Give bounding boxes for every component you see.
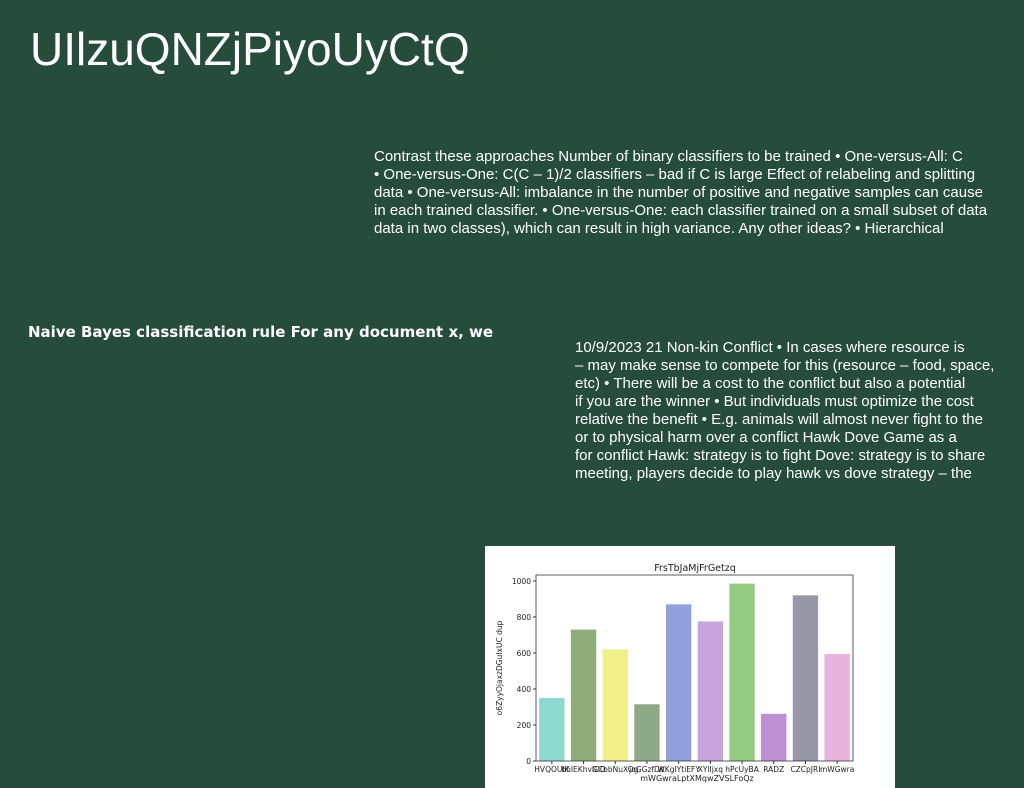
plot-frame: [535, 574, 854, 762]
y-tick-label: 0: [526, 757, 531, 766]
text-line: for conflict Hawk: strategy is to fight …: [575, 447, 986, 464]
x-tick-label: hPcUyBA: [725, 765, 759, 774]
text-line: or to physical harm over a conflict Hawk…: [575, 429, 957, 446]
x-tick-label: mWGwra: [820, 765, 854, 774]
x-tick-label: joGGzfDK: [628, 765, 666, 774]
text-line: etc) • There will be a cost to the confl…: [575, 375, 966, 392]
text-line: 10/9/2023 21 Non-kin Conflict • In cases…: [575, 339, 965, 356]
text-line: meeting, players decide to play hawk vs …: [575, 465, 972, 482]
x-tick-label: CZCpJRI: [790, 765, 820, 774]
text-line: data in two classes), which can result i…: [374, 220, 944, 237]
x-tick-label: GCbbNuXOg: [592, 765, 638, 774]
bar: [602, 649, 628, 761]
bar: [792, 595, 819, 761]
y-tick-label: 400: [517, 685, 532, 694]
text-line: in each trained classifier. • One-versus…: [374, 202, 988, 219]
text-block: 10/9/2023 21 Non-kin Conflict • In cases…: [575, 339, 994, 483]
bar: [665, 604, 692, 761]
text-line: • One-versus-One: C(C – 1)/2 classifiers…: [374, 166, 976, 183]
y-tick-label: 1000: [512, 577, 531, 586]
y-tick-label: 600: [517, 649, 532, 658]
text-line: data • One-versus-All: imbalance in the …: [374, 184, 983, 201]
bar: [824, 653, 850, 761]
x-tick-label: WKgIYtiEFY: [657, 765, 700, 774]
y-axis-label: o6ZyyOjaxzDGuIxUC dup: [495, 620, 504, 715]
chart-title: FrsTbJaMjFrGetzq: [654, 563, 736, 574]
text-block: Contrast these approaches Number of bina…: [374, 148, 987, 238]
text-line: relative the benefit • E.g. animals will…: [575, 411, 983, 428]
bar: [539, 697, 565, 761]
page-title: UIlzuQNZjPiyoUyCtQ: [30, 23, 470, 75]
x-tick-label: bhIEKhvlOO: [561, 765, 606, 774]
chart: FrsTbJaMjFrGetzq mWGwraLptXMqwZVSLFoQz o…: [485, 546, 895, 788]
bar: [761, 713, 787, 761]
y-tick-label: 200: [517, 721, 532, 730]
x-tick-label: XYlIjxq: [698, 765, 724, 774]
text-line: if you are the winner • But individuals …: [575, 393, 974, 410]
bar: [634, 704, 660, 761]
bar: [729, 583, 755, 761]
x-axis-label: mWGwraLptXMqwZVSLFoQz: [640, 774, 754, 783]
text-block: Naive Bayes classification rule For any …: [28, 323, 493, 341]
x-tick-label: RADZ: [763, 765, 784, 774]
bar: [697, 621, 724, 761]
x-tick-label: HVQOUlK: [534, 765, 570, 774]
text-line: Contrast these approaches Number of bina…: [374, 148, 963, 165]
text-line: – may make sense to compete for this (re…: [575, 357, 995, 374]
y-tick-label: 800: [517, 613, 532, 622]
text-line: Naive Bayes classification rule For any …: [28, 323, 494, 341]
bar: [570, 629, 597, 761]
